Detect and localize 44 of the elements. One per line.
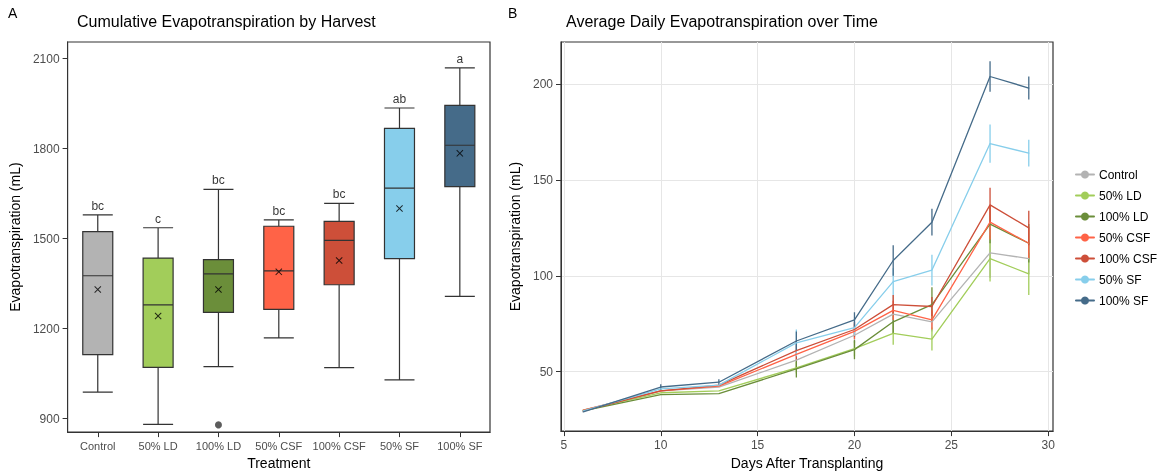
- y-tick-label: 1500: [32, 231, 60, 246]
- legend-label: 100% LD: [1098, 209, 1149, 224]
- y-tick-label: 2100: [32, 51, 60, 66]
- y-axis-title: Evapotranspiration (mL): [507, 161, 524, 312]
- x-tick-label: 15: [750, 438, 765, 453]
- y-tick-label: 50: [539, 364, 554, 379]
- x-tick-label: 50% SF: [379, 439, 420, 452]
- y-tick-label: 150: [532, 173, 554, 188]
- x-tick-label: 5: [560, 438, 568, 453]
- x-tick-label: 10: [654, 438, 668, 453]
- text: B: [508, 5, 518, 21]
- x-tick-label: 100% CSF: [312, 439, 367, 452]
- legend-label: 50% SF: [1098, 272, 1142, 287]
- x-axis-title: Treatment: [247, 455, 311, 471]
- y-tick-label: 1800: [32, 141, 60, 156]
- chart-title: Cumulative Evapotranspiration by Harvest: [77, 12, 377, 30]
- x-tick-label: 30: [1041, 438, 1056, 453]
- legend-label: Control: [1098, 167, 1138, 182]
- annotation: a: [456, 51, 464, 66]
- annotation: bc: [212, 173, 225, 188]
- legend-label: 100% SF: [1098, 293, 1149, 308]
- y-tick-label: 200: [532, 77, 554, 92]
- y-tick-label: 900: [39, 411, 60, 426]
- annotation: bc: [91, 198, 105, 213]
- annotation: ab: [392, 92, 407, 107]
- x-tick-label: 50% CSF: [255, 439, 303, 452]
- chart-title: Average Daily Evapotranspiration over Time: [566, 12, 878, 30]
- x-tick-label: Control: [80, 439, 116, 452]
- y-tick-label: 100: [532, 268, 554, 283]
- x-axis-title: Days After Transplanting: [730, 455, 884, 471]
- y-axis-title: Evapotranspiration (mL): [7, 162, 23, 312]
- x-tick-label: 25: [944, 438, 959, 453]
- x-tick-label: 100% LD: [195, 439, 242, 452]
- legend-label: 100% CSF: [1098, 251, 1158, 266]
- annotation: bc: [332, 187, 346, 202]
- annotation: c: [155, 211, 162, 226]
- legend-label: 50% LD: [1098, 188, 1142, 203]
- x-tick-label: 20: [847, 438, 862, 453]
- x-tick-label: 100% SF: [437, 439, 483, 452]
- legend-label: 50% CSF: [1098, 230, 1151, 245]
- x-tick-label: 50% LD: [138, 439, 178, 452]
- y-tick-label: 1200: [32, 321, 60, 336]
- annotation: bc: [272, 203, 286, 218]
- text: A: [8, 5, 18, 21]
